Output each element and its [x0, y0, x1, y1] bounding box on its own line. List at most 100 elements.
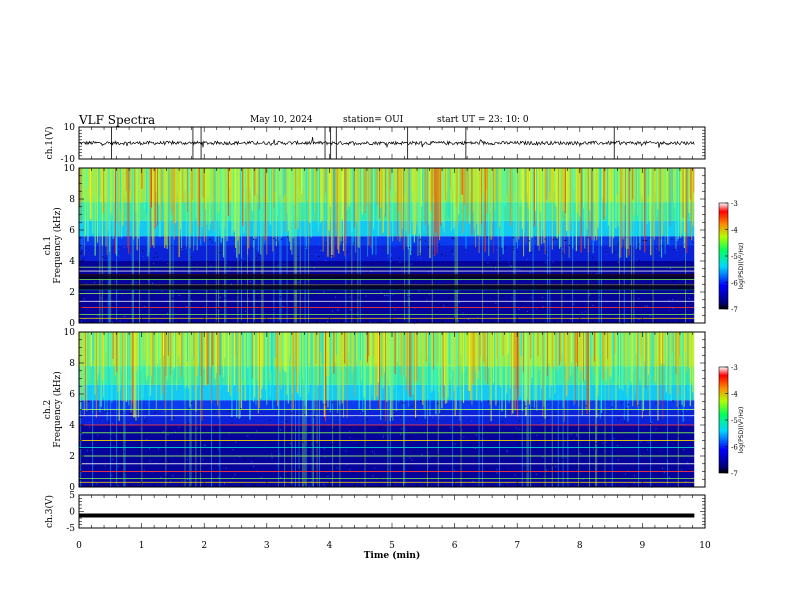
- spectrogram-speckle: [108, 421, 110, 423]
- sferic-streak: [566, 168, 568, 231]
- sferic-streak: [691, 168, 693, 241]
- sferic-streak: [675, 168, 677, 249]
- spectrogram-speckle: [385, 294, 387, 296]
- sferic-streak: [661, 332, 663, 364]
- spectrogram-speckle: [495, 302, 497, 304]
- spectrogram-speckle: [574, 474, 576, 476]
- sferic-streak: [595, 168, 597, 236]
- spectrogram-speckle: [347, 470, 349, 472]
- sferic-streak: [253, 168, 255, 248]
- sferic-streak: [259, 168, 261, 210]
- spectrogram-speckle: [277, 319, 279, 321]
- sferic-streak: [692, 168, 694, 227]
- sferic-streak: [280, 168, 282, 238]
- spectrogram-speckle: [165, 476, 167, 478]
- sferic-streak: [170, 332, 172, 376]
- spectrogram-speckle: [372, 451, 374, 453]
- sferic-streak: [370, 332, 372, 385]
- spectrogram-speckle: [318, 281, 320, 283]
- spectrogram-speckle: [352, 471, 354, 473]
- spectrogram-speckle: [627, 470, 629, 472]
- spectrogram-speckle: [606, 435, 608, 437]
- spectrogram-speckle: [160, 476, 162, 478]
- sferic-streak: [527, 332, 529, 357]
- spectrogram-speckle: [459, 426, 461, 428]
- spectrogram-speckle: [318, 255, 320, 257]
- spectrogram-speckle: [347, 290, 349, 292]
- sferic-streak: [687, 168, 689, 225]
- sferic-streak: [562, 168, 564, 211]
- spectrogram-speckle: [593, 448, 595, 450]
- sferic-streak: [605, 332, 607, 382]
- sferic-streak: [591, 168, 593, 240]
- sferic-streak: [81, 332, 83, 397]
- spectrogram-speckle: [662, 468, 663, 470]
- spectrogram-speckle: [442, 298, 444, 300]
- sferic-streak: [550, 168, 552, 201]
- sferic-streak: [681, 168, 683, 234]
- sferic-streak: [493, 168, 495, 254]
- sferic-streak: [597, 332, 599, 396]
- sferic-streak: [585, 332, 587, 410]
- sferic-streak: [631, 332, 633, 383]
- spectrogram-speckle: [143, 469, 145, 471]
- sferic-streak: [298, 332, 300, 374]
- sferic-streak: [397, 332, 399, 362]
- sferic-streak: [193, 168, 195, 251]
- sferic-streak: [188, 168, 190, 194]
- sferic-streak: [649, 168, 651, 222]
- sferic-streak: [477, 168, 479, 235]
- spectrogram-speckle: [416, 418, 418, 420]
- spectrogram-speckle: [324, 456, 326, 458]
- sferic-streak: [207, 332, 209, 385]
- spectrogram-speckle: [375, 433, 377, 435]
- spectrogram-speckle: [324, 485, 326, 487]
- spectrogram-speckle: [275, 471, 277, 473]
- sferic-streak: [659, 168, 661, 245]
- spectrogram-speckle: [280, 477, 281, 478]
- spectrogram-speckle: [599, 297, 601, 298]
- spectrogram-speckle: [526, 309, 528, 311]
- sferic-streak: [568, 168, 570, 258]
- spectrogram-speckle: [89, 268, 91, 269]
- sferic-streak: [158, 332, 160, 369]
- sferic-streak: [635, 332, 637, 354]
- spectrogram-speckle: [636, 302, 638, 304]
- y-axis-label-line: Frequency (kHz): [52, 207, 63, 284]
- ch1-freq-tick-label: 6: [69, 226, 75, 236]
- sferic-streak: [304, 168, 306, 323]
- sferic-streak: [631, 168, 632, 323]
- spectrogram-speckle: [422, 296, 424, 298]
- figure-title: VLF Spectra: [79, 113, 156, 127]
- sferic-streak: [490, 168, 492, 240]
- spectrogram-speckle: [616, 474, 618, 476]
- sferic-streak: [505, 168, 507, 206]
- sferic-streak: [145, 168, 147, 202]
- sferic-streak: [335, 168, 337, 231]
- spectrogram-speckle: [573, 303, 575, 305]
- spectrogram-speckle: [92, 465, 94, 467]
- sferic-streak: [464, 332, 466, 374]
- sferic-streak: [509, 168, 511, 226]
- sferic-streak: [296, 332, 298, 392]
- spectrogram-speckle: [486, 485, 488, 487]
- spectrogram-speckle: [454, 273, 456, 275]
- time-tick-label: 4: [327, 541, 333, 551]
- spectrogram-speckle: [630, 260, 632, 262]
- spectrogram-speckle: [325, 426, 327, 428]
- spectrogram-speckle: [323, 291, 325, 293]
- spectrogram-speckle: [625, 253, 627, 255]
- sferic-streak: [265, 168, 267, 241]
- sferic-streak: [619, 168, 620, 323]
- spectrogram-speckle: [171, 264, 173, 266]
- ch1-freq-tick-label: 4: [69, 257, 75, 267]
- spectrogram-speckle: [472, 405, 474, 407]
- spectrogram-speckle: [118, 248, 120, 250]
- spectrogram-speckle: [187, 479, 189, 480]
- spectrogram-speckle: [353, 242, 355, 244]
- spectrogram-speckle: [209, 239, 211, 241]
- spectrogram-speckle: [475, 318, 477, 320]
- sferic-streak: [131, 332, 133, 404]
- spectrogram-speckle: [228, 432, 230, 434]
- spectrogram-speckle: [514, 460, 516, 462]
